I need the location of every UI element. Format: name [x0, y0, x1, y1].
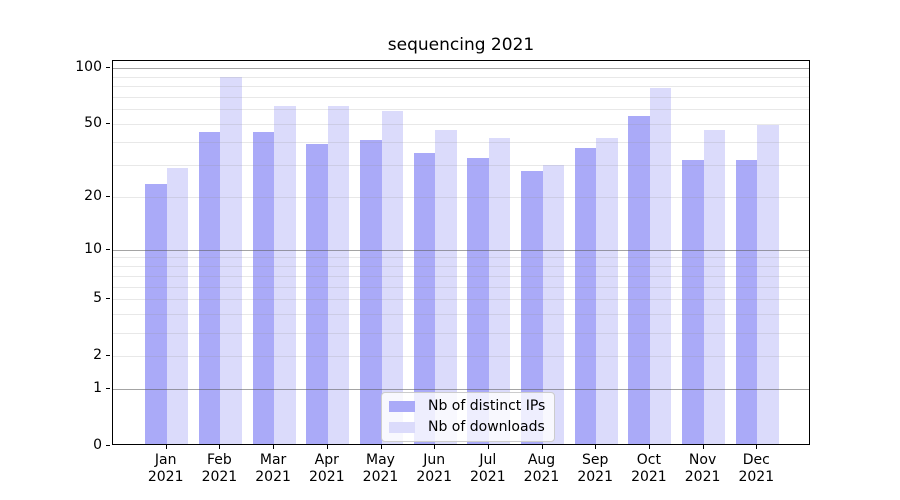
- bar-ips-dec: [735, 160, 758, 444]
- bar-downloads-oct: [649, 88, 672, 444]
- bar-downloads-dec: [757, 125, 779, 444]
- y-tick-label-10: 10: [84, 240, 102, 257]
- x-tick-label-feb: Feb 2021: [201, 452, 238, 485]
- bar-ips-jul: [467, 157, 489, 444]
- bar-ips-feb: [198, 132, 221, 444]
- bar-downloads-may: [381, 111, 403, 444]
- y-tick-label-50: 50: [84, 115, 102, 131]
- legend-swatch-downloads: [389, 422, 415, 433]
- x-tick-feb: [219, 445, 221, 449]
- bar-ips-apr: [306, 143, 328, 444]
- legend-label-downloads: Nb of downloads: [428, 419, 545, 435]
- gridline-90: [113, 76, 809, 78]
- bar-ips-jan: [145, 183, 167, 444]
- gridline-1: [113, 389, 809, 391]
- legend-swatch-distinct-ips: [389, 401, 415, 412]
- x-tick-label-sep: Sep 2021: [577, 452, 613, 485]
- bar-downloads-aug: [542, 165, 564, 444]
- y-tick-50: [106, 123, 110, 124]
- bar-downloads-sep: [596, 137, 618, 444]
- x-tick-sep: [595, 445, 597, 449]
- gridline-10: [113, 249, 809, 251]
- bar-downloads-jun: [435, 130, 457, 444]
- gridline-7: [113, 275, 809, 277]
- y-tick-label-2: 2: [93, 347, 102, 363]
- bar-downloads-jul: [488, 137, 511, 444]
- gridline-60: [113, 109, 809, 111]
- bar-downloads-jan: [166, 168, 189, 444]
- y-tick-0: [106, 445, 110, 446]
- gridline-20: [113, 196, 809, 198]
- bar-ips-oct: [628, 115, 650, 444]
- legend-entry-downloads: Nb of downloads: [389, 420, 545, 435]
- x-tick-jul: [487, 445, 489, 449]
- x-tick-label-jul: Jul 2021: [469, 452, 506, 485]
- y-tick-5: [106, 298, 110, 300]
- gridline-30: [113, 164, 809, 166]
- gridline-50: [113, 124, 809, 125]
- x-tick-label-apr: Apr 2021: [308, 452, 345, 485]
- y-tick-100: [106, 67, 110, 68]
- x-tick-jan: [165, 445, 167, 449]
- y-tick-10: [106, 248, 110, 250]
- gridline-8: [113, 266, 809, 267]
- bar-ips-sep: [574, 148, 597, 444]
- plot-area: Nb of distinct IPs Nb of downloads: [112, 60, 810, 445]
- bar-ips-mar: [252, 132, 275, 444]
- x-tick-mar: [273, 445, 275, 449]
- bar-downloads-mar: [274, 106, 296, 444]
- gridline-6: [113, 286, 809, 288]
- x-tick-may: [380, 445, 382, 449]
- chart-title: sequencing 2021: [387, 35, 535, 55]
- x-tick-label-nov: Nov 2021: [684, 452, 721, 485]
- bar-ips-jun: [413, 152, 436, 444]
- x-tick-oct: [648, 445, 650, 449]
- gridline-100: [113, 68, 809, 69]
- bar-ips-may: [360, 139, 382, 444]
- x-tick-aug: [541, 445, 543, 449]
- gridline-4: [113, 314, 809, 316]
- x-tick-dec: [756, 445, 758, 449]
- y-tick-2: [106, 355, 110, 356]
- x-tick-label-aug: Aug 2021: [523, 452, 560, 485]
- gridline-2: [113, 356, 809, 357]
- legend-entry-distinct-ips: Nb of distinct IPs: [389, 399, 545, 414]
- gridline-3: [113, 332, 809, 334]
- gridline-70: [113, 96, 809, 98]
- bar-downloads-apr: [327, 106, 350, 444]
- x-tick-label-oct: Oct 2021: [631, 452, 667, 485]
- gridline-80: [113, 86, 809, 88]
- y-tick-label-5: 5: [93, 290, 102, 307]
- x-tick-label-jan: Jan 2021: [147, 452, 184, 485]
- bar-downloads-feb: [220, 77, 242, 444]
- bar-ips-aug: [521, 171, 543, 444]
- y-tick-1: [106, 388, 110, 390]
- bar-ips-nov: [682, 160, 704, 444]
- y-tick-label-0: 0: [93, 437, 102, 453]
- y-tick-label-1: 1: [93, 380, 102, 397]
- bar-downloads-nov: [703, 130, 726, 444]
- x-tick-label-jun: Jun 2021: [416, 452, 452, 485]
- gridline-9: [113, 257, 809, 259]
- x-tick-nov: [702, 445, 704, 449]
- legend-label-distinct-ips: Nb of distinct IPs: [428, 398, 546, 414]
- x-tick-jun: [434, 445, 436, 449]
- x-tick-label-mar: Mar 2021: [255, 452, 291, 485]
- x-tick-apr: [326, 445, 328, 449]
- gridline-5: [113, 299, 809, 301]
- y-tick-label-20: 20: [84, 187, 102, 204]
- y-tick-20: [106, 195, 110, 197]
- legend: Nb of distinct IPs Nb of downloads: [381, 392, 556, 442]
- x-tick-label-may: May 2021: [362, 452, 399, 485]
- gridline-40: [113, 141, 809, 143]
- y-tick-label-100: 100: [75, 59, 102, 75]
- x-tick-label-dec: Dec 2021: [738, 452, 775, 485]
